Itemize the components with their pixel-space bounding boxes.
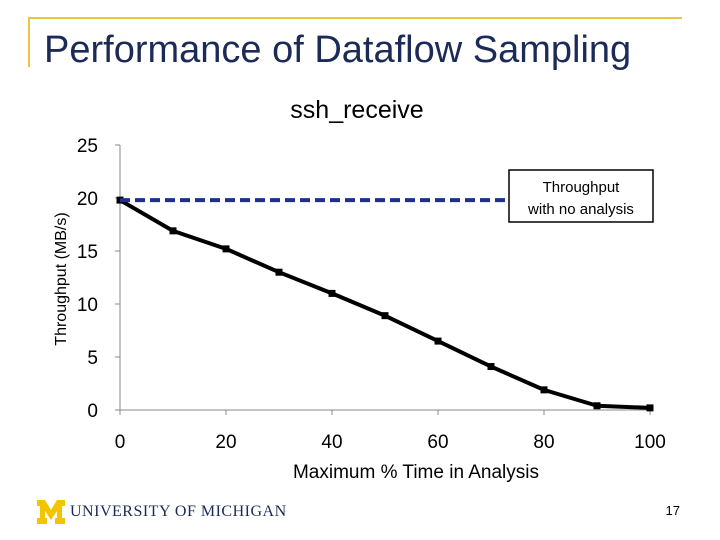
- data-point-marker: [381, 312, 389, 320]
- throughput-series-line: [118, 198, 651, 410]
- data-point-marker: [593, 402, 601, 410]
- data-point-marker: [275, 268, 283, 276]
- y-tick-label: 15: [77, 242, 98, 263]
- slide-title: Performance of Dataflow Sampling: [44, 29, 632, 71]
- data-point-marker: [540, 386, 548, 394]
- x-tick-label: 100: [634, 432, 666, 453]
- data-point-marker: [169, 227, 177, 235]
- page-number: 17: [665, 503, 680, 518]
- data-point-marker: [434, 337, 442, 345]
- annotation-line-1: Throughput: [543, 179, 621, 196]
- x-tick-label: 80: [533, 432, 554, 453]
- series-layer: [116, 196, 654, 412]
- annotation-box-border: [508, 169, 654, 223]
- annotation-box: Throughput with no analysis: [508, 169, 654, 223]
- x-axis-ticks: 0 20 40 60 80 100: [115, 410, 666, 453]
- frame-left-rule: [28, 17, 30, 67]
- y-tick-label: 5: [87, 348, 98, 369]
- y-tick-label: 0: [87, 401, 98, 422]
- y-axis-label: Throughput (MB/s): [53, 212, 70, 345]
- data-point-marker: [222, 245, 230, 253]
- university-name: UNIVERSITY OF MICHIGAN: [70, 503, 287, 520]
- y-axis-ticks: 0 5 10 15 20 25: [77, 136, 120, 422]
- annotation-line-2: with no analysis: [527, 201, 634, 218]
- x-tick-label: 60: [427, 432, 448, 453]
- block-m-icon: [37, 500, 65, 524]
- frame-top-rule: [28, 17, 682, 19]
- data-point-marker: [328, 289, 336, 297]
- chart-title: ssh_receive: [290, 96, 423, 124]
- university-logo: UNIVERSITY OF MICHIGAN: [36, 497, 287, 527]
- x-tick-label: 0: [115, 432, 126, 453]
- y-tick-label: 10: [77, 295, 98, 316]
- x-axis-label: Maximum % Time in Analysis: [293, 462, 539, 483]
- y-tick-label: 25: [77, 136, 98, 157]
- data-point-marker: [487, 363, 495, 371]
- x-tick-label: 40: [321, 432, 342, 453]
- data-point-marker: [646, 404, 654, 412]
- y-tick-label: 20: [77, 189, 98, 210]
- x-tick-label: 20: [215, 432, 236, 453]
